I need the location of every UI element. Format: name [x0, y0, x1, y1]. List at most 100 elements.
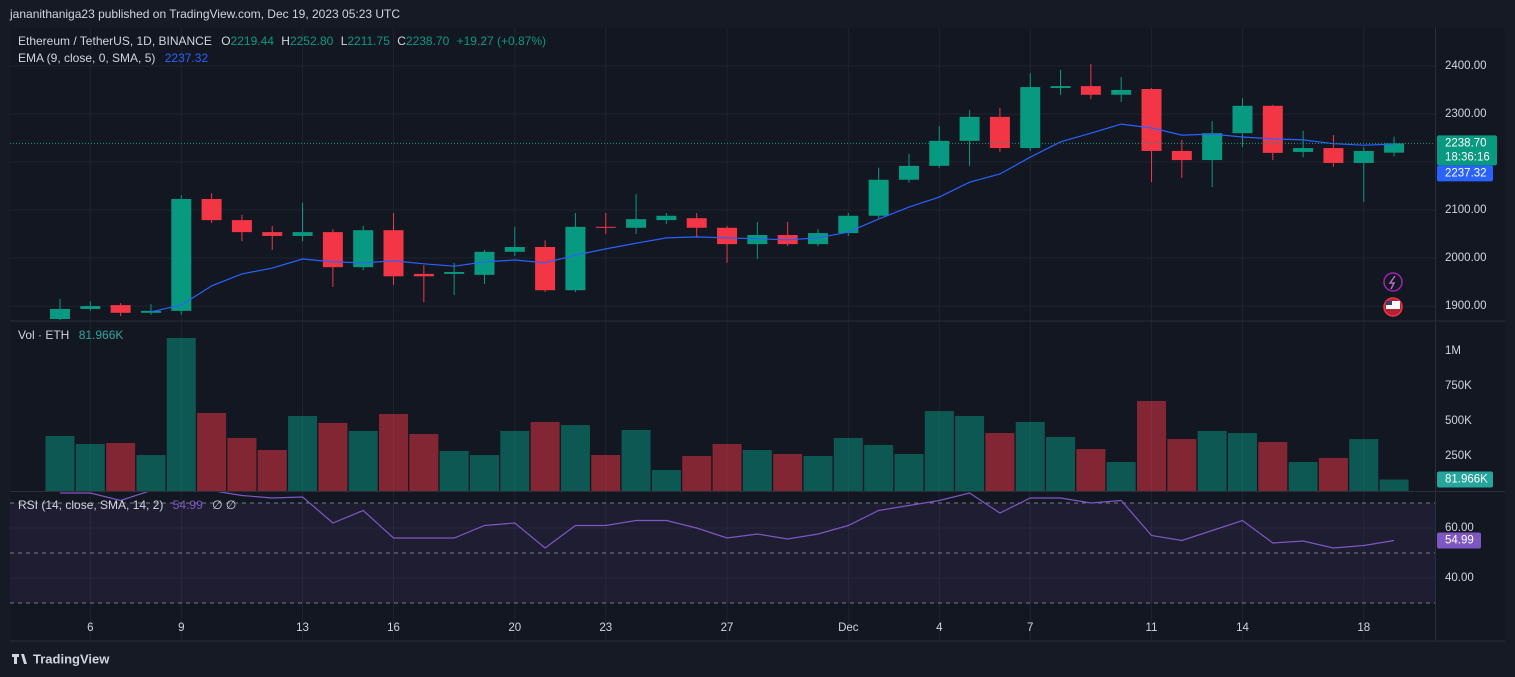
- chart-area: [10, 28, 1505, 641]
- change-value: +19.27 (+0.87%): [457, 34, 546, 48]
- flag-icon-stripe: [1386, 301, 1400, 309]
- candle-body: [1323, 148, 1344, 163]
- rsi-name: RSI (14, close, SMA, 14, 2): [18, 498, 163, 512]
- publish-header: jananithaniga23 published on TradingView…: [9, 7, 400, 21]
- candle-body: [1171, 150, 1192, 161]
- time-tick-label: 7: [1027, 622, 1033, 634]
- time-tick-label: 11: [1146, 622, 1158, 634]
- rsi-legend: RSI (14, close, SMA, 14, 2) 54.99 ∅ ∅: [18, 498, 236, 512]
- price-tick-label: 2400.00: [1445, 60, 1487, 72]
- ohlc-value: 2219.44: [231, 34, 275, 48]
- candle-body: [1111, 89, 1132, 95]
- candle-body: [747, 234, 768, 245]
- candle-body: [898, 165, 919, 180]
- ema-price-label: 2237.32: [1445, 167, 1487, 179]
- candle-body: [989, 116, 1010, 149]
- volume-bar: [348, 430, 378, 491]
- rsi-extra: ∅ ∅: [212, 498, 236, 512]
- candle-body: [201, 198, 222, 221]
- volume-bar: [318, 422, 348, 491]
- volume-value-label: 81.966K: [1445, 474, 1488, 486]
- volume-bar: [1379, 479, 1409, 491]
- volume-bar: [621, 429, 651, 491]
- volume-bar: [1258, 441, 1288, 491]
- rsi-tick-label: 40.00: [1445, 572, 1474, 584]
- candle-body: [110, 305, 131, 313]
- time-tick-label: 14: [1236, 622, 1249, 634]
- volume-bar: [682, 455, 712, 491]
- time-tick-label: 6: [87, 622, 93, 634]
- rsi-value-label: 54.99: [1445, 535, 1474, 547]
- time-tick-label: Dec: [838, 622, 859, 634]
- volume-tick-label: 250K: [1445, 450, 1472, 462]
- time-tick-label: 23: [599, 622, 612, 634]
- volume-bar: [955, 415, 985, 491]
- candle-body: [413, 273, 434, 277]
- volume-bar: [591, 455, 621, 491]
- volume-bar: [1137, 400, 1167, 491]
- price-tick-label: 1900.00: [1445, 300, 1487, 312]
- tradingview-brand: TradingView: [33, 651, 110, 666]
- time-tick-label: 4: [936, 622, 943, 634]
- candle-body: [50, 308, 70, 320]
- volume-bar: [924, 411, 954, 491]
- candle-body: [808, 233, 828, 245]
- price-tick-label: 2100.00: [1445, 204, 1487, 216]
- candle-body: [80, 306, 101, 309]
- alert-icon[interactable]: [1383, 272, 1403, 292]
- candle-body: [444, 271, 465, 274]
- rsi-tick-label: 60.00: [1445, 522, 1474, 534]
- volume-bar: [1349, 439, 1379, 491]
- price-tick-label: 2300.00: [1445, 108, 1487, 120]
- ohlc-value: 2252.80: [290, 34, 334, 48]
- candle-body: [838, 215, 859, 234]
- volume-bar: [439, 450, 469, 491]
- volume-tick-label: 1M: [1445, 345, 1461, 357]
- volume-bar: [560, 425, 590, 491]
- time-tick-label: 16: [387, 622, 400, 634]
- candle-body: [262, 232, 283, 236]
- candle-body: [1384, 143, 1405, 153]
- volume-bar: [197, 413, 227, 491]
- volume-bar: [75, 443, 105, 491]
- volume-bar: [1227, 433, 1257, 491]
- candle-body: [1080, 86, 1101, 95]
- volume-bar: [1197, 430, 1227, 491]
- candle-body: [1141, 88, 1162, 151]
- candle-body: [474, 251, 495, 275]
- volume-tick-label: 750K: [1445, 380, 1472, 392]
- symbol-legend: Ethereum / TetherUS, 1D, BINANCE O2219.4…: [18, 34, 546, 48]
- volume-bar: [469, 455, 499, 491]
- last-price-label: 2238.70: [1445, 137, 1487, 149]
- candle-body: [1020, 87, 1041, 149]
- volume-bar: [773, 454, 803, 491]
- last-price-box: [1437, 135, 1497, 166]
- rsi-line: [60, 492, 1395, 549]
- volume-bar: [106, 442, 136, 491]
- time-tick-label: 13: [296, 622, 309, 634]
- volume-bar: [288, 415, 318, 491]
- time-tick-label: 9: [178, 622, 184, 634]
- volume-bar: [651, 469, 681, 491]
- ema-price-box: [1437, 165, 1493, 182]
- candle-body: [322, 232, 343, 268]
- volume-bar: [1167, 439, 1197, 491]
- candle-body: [292, 232, 313, 236]
- volume-bar: [1288, 462, 1318, 491]
- volume-bar: [985, 433, 1015, 491]
- volume-bar: [379, 413, 409, 491]
- volume-bar: [45, 435, 75, 491]
- volume-legend: Vol · ETH 81.966K: [18, 328, 123, 342]
- volume-bar: [500, 430, 530, 491]
- volume-bar: [166, 337, 196, 491]
- candle-body: [959, 116, 980, 141]
- ema-name: EMA (9, close, 0, SMA, 5): [18, 51, 155, 65]
- rsi-value: 54.99: [173, 498, 203, 512]
- candle-body: [1232, 105, 1253, 134]
- volume-name: Vol · ETH: [18, 328, 69, 342]
- candle-body: [595, 226, 616, 228]
- tradingview-logo: [12, 654, 27, 664]
- candle-body: [535, 247, 556, 291]
- candle-body: [1202, 133, 1223, 161]
- candle-body: [686, 218, 707, 228]
